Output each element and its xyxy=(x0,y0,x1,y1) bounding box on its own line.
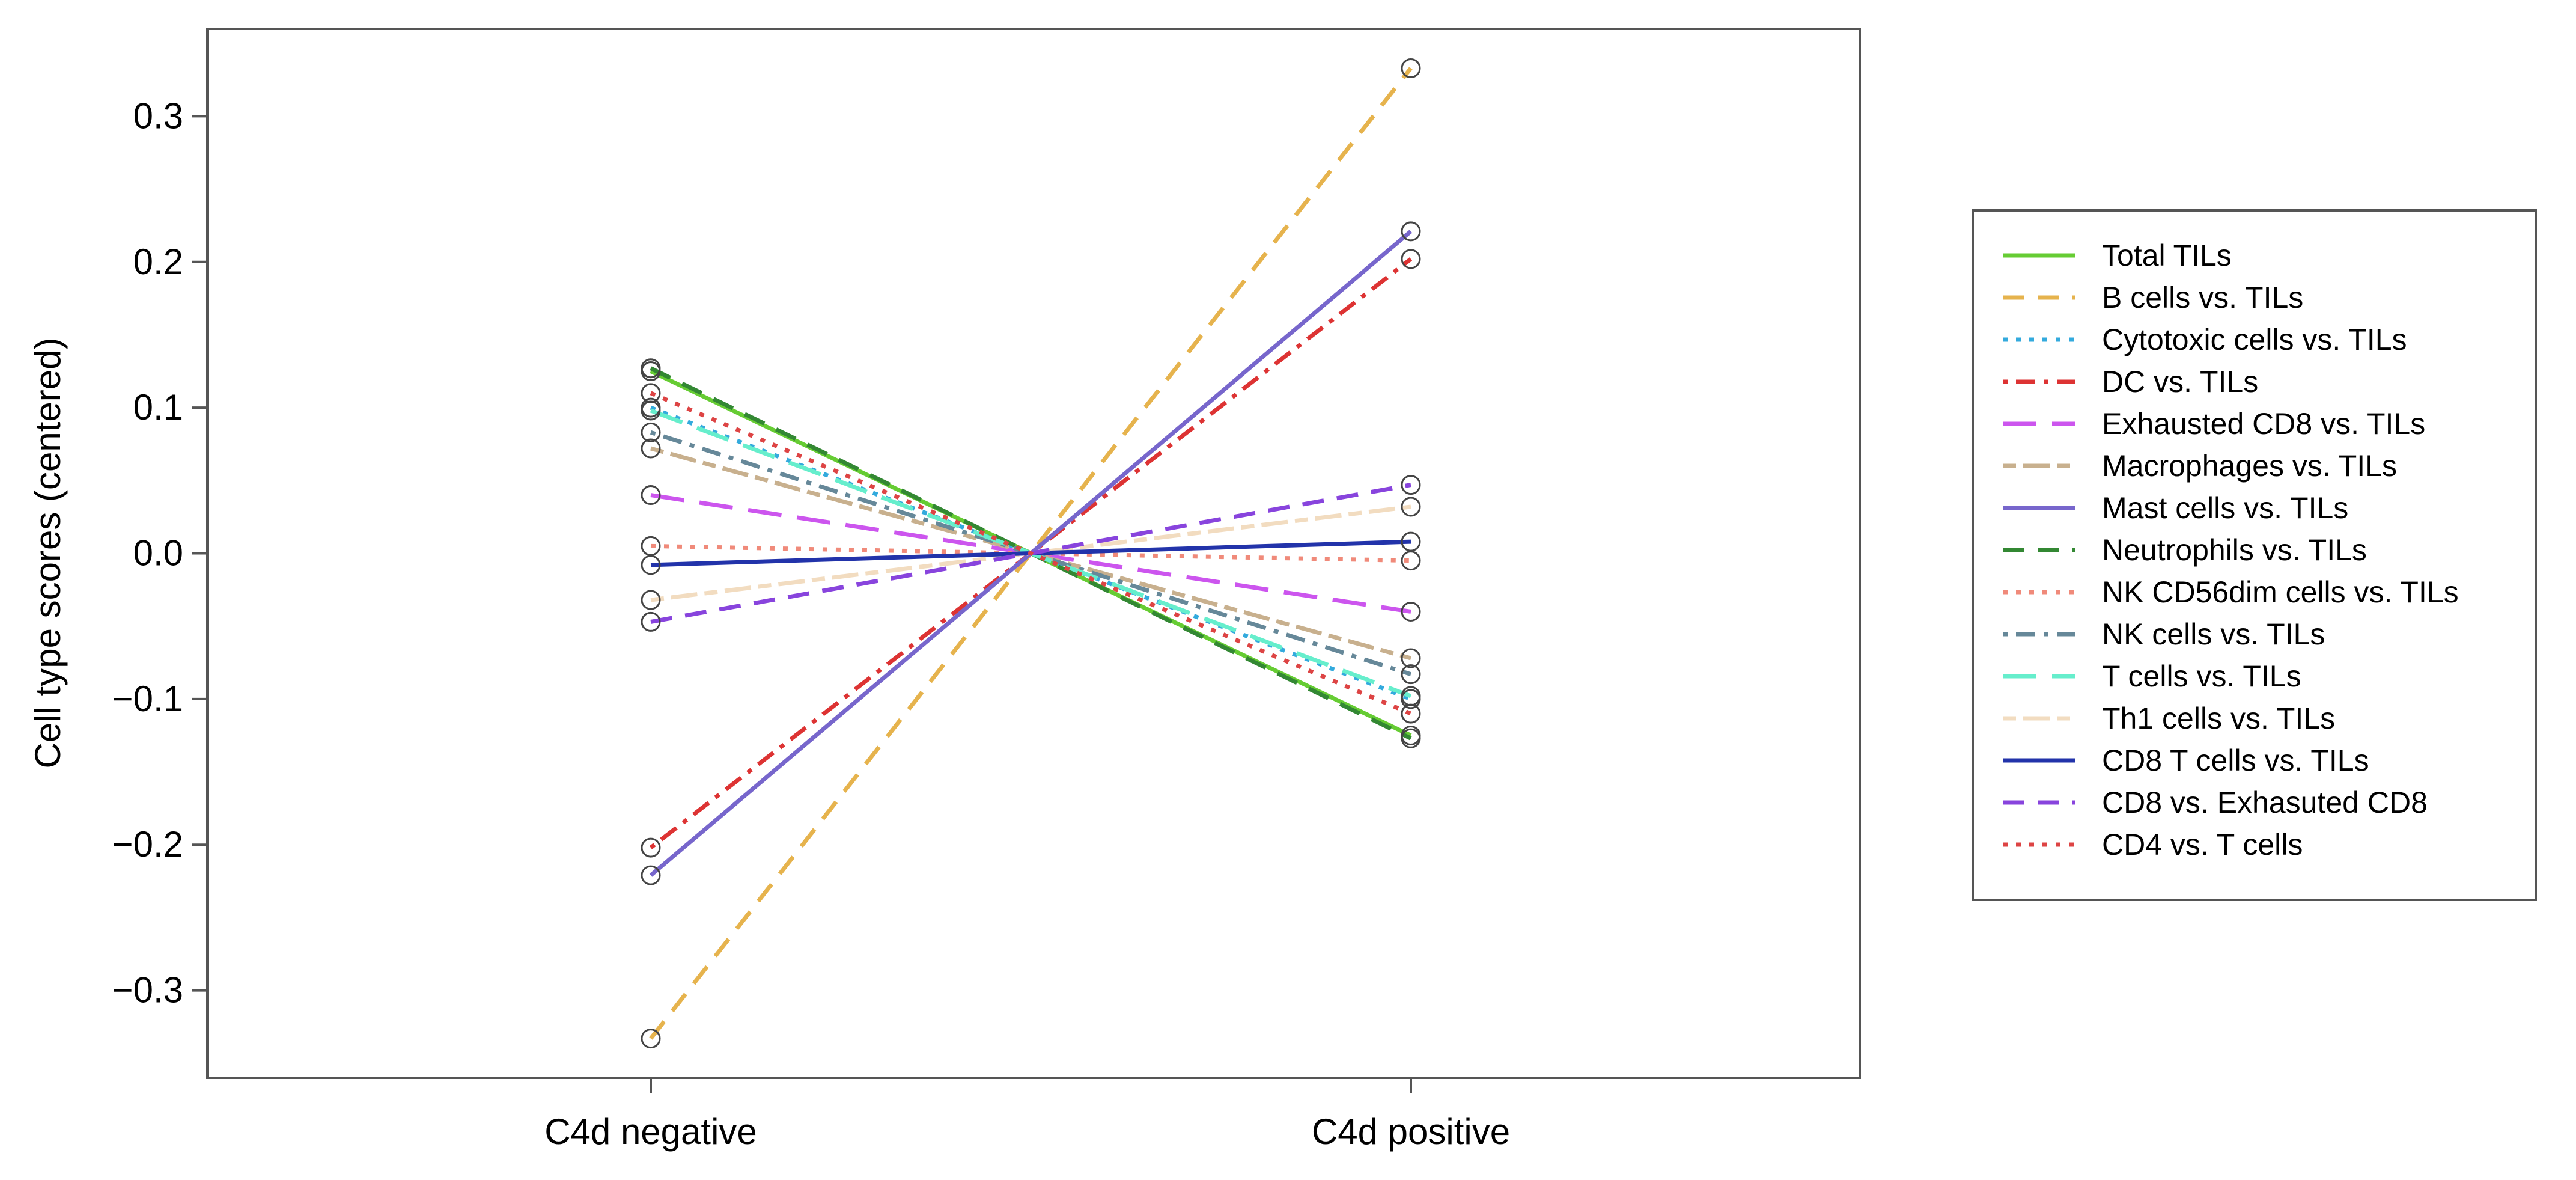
data-point xyxy=(1401,497,1421,517)
y-tick-label: 0.3 xyxy=(133,96,183,136)
data-point xyxy=(1401,703,1421,724)
data-point xyxy=(1401,648,1421,668)
data-point xyxy=(641,422,661,442)
legend-label: B cells vs. TILs xyxy=(2102,281,2303,314)
series-line xyxy=(650,493,1411,614)
y-axis-title: Cell type scores (centered) xyxy=(28,338,68,769)
data-point xyxy=(641,1029,661,1049)
y-tick-label: 0.0 xyxy=(133,533,183,573)
data-point xyxy=(641,485,661,506)
data-point xyxy=(641,837,661,858)
data-point xyxy=(641,590,661,610)
data-points xyxy=(641,58,1421,1049)
legend-label: Th1 cells vs. TILs xyxy=(2102,702,2335,735)
data-point xyxy=(641,383,661,403)
data-point xyxy=(1401,531,1421,552)
data-point xyxy=(1401,249,1421,269)
y-tick-label: −0.2 xyxy=(112,824,183,864)
legend-label: CD8 vs. Exhasuted CD8 xyxy=(2102,786,2428,819)
data-point xyxy=(641,358,661,379)
x-axis: C4d negative C4d positive xyxy=(544,1078,1510,1152)
data-point xyxy=(1401,475,1421,495)
legend-box xyxy=(1972,209,2537,901)
y-tick-label: 0.2 xyxy=(133,242,183,282)
legend-label: Mast cells vs. TILs xyxy=(2102,491,2348,525)
y-tick-label: 0.1 xyxy=(133,387,183,427)
legend-label: Neutrophils vs. TILs xyxy=(2102,533,2367,567)
legend-label: NK cells vs. TILs xyxy=(2102,617,2325,651)
data-point xyxy=(1401,664,1421,685)
legend-label: DC vs. TILs xyxy=(2102,365,2258,399)
x-tick-label: C4d positive xyxy=(1312,1111,1510,1152)
y-axis: 0.3 0.2 0.1 0.0 −0.1 −0.2 −0.3 xyxy=(112,96,209,1010)
series-line xyxy=(650,405,1412,702)
data-point xyxy=(1401,551,1421,571)
legend-label: Cytotoxic cells vs. TILs xyxy=(2102,323,2407,356)
legend-label: CD4 vs. T cells xyxy=(2102,828,2303,861)
series-line xyxy=(650,391,1412,716)
data-point xyxy=(1401,58,1421,78)
series-line xyxy=(649,67,1413,1040)
data-point xyxy=(1401,728,1421,748)
y-tick-label: −0.1 xyxy=(112,679,183,719)
data-point xyxy=(641,865,661,885)
data-point xyxy=(641,611,661,632)
legend-label: Macrophages vs. TILs xyxy=(2102,449,2397,483)
x-tick-label: C4d negative xyxy=(544,1111,757,1152)
legend-label: T cells vs. TILs xyxy=(2102,659,2301,693)
data-point xyxy=(641,536,661,556)
series-lines xyxy=(649,67,1413,1040)
legend-label: CD8 T cells vs. TILs xyxy=(2102,744,2369,777)
series-line xyxy=(650,446,1411,661)
data-point xyxy=(641,555,661,575)
data-point xyxy=(1401,601,1421,622)
legend-label: NK CD56dim cells vs. TILs xyxy=(2102,575,2459,609)
data-point xyxy=(641,438,661,459)
legend: Total TILs B cells vs. TILs Cytotoxic cell… xyxy=(1972,209,2537,901)
legend-label: Total TILs xyxy=(2102,239,2232,272)
y-tick-label: −0.3 xyxy=(112,970,183,1010)
data-point xyxy=(1401,221,1421,242)
legend-label: Exhausted CD8 vs. TILs xyxy=(2102,407,2425,441)
